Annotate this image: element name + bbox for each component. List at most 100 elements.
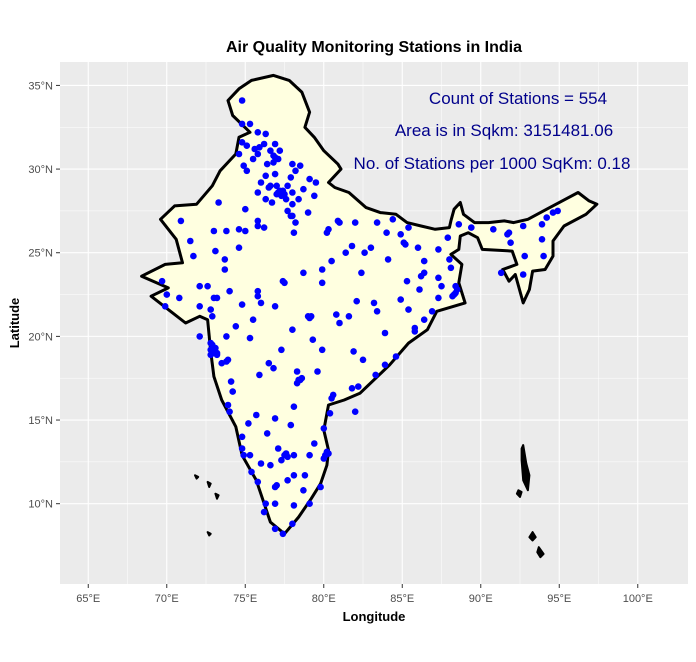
station-point bbox=[351, 408, 359, 416]
station-point bbox=[505, 229, 513, 236]
station-point bbox=[187, 237, 194, 245]
island-outline bbox=[520, 444, 531, 492]
station-point bbox=[271, 525, 279, 533]
station-point bbox=[246, 451, 254, 459]
station-point bbox=[278, 456, 285, 464]
station-point bbox=[284, 453, 291, 461]
station-point bbox=[290, 502, 298, 509]
station-point bbox=[213, 349, 221, 357]
station-point bbox=[257, 299, 265, 307]
station-point bbox=[279, 277, 287, 285]
station-point bbox=[296, 162, 304, 169]
station-point bbox=[435, 294, 442, 302]
station-point bbox=[300, 185, 307, 193]
station-point bbox=[251, 145, 258, 153]
station-point bbox=[292, 219, 299, 226]
station-point bbox=[221, 266, 229, 273]
station-point bbox=[204, 282, 211, 290]
station-point bbox=[267, 461, 274, 469]
station-point bbox=[254, 150, 262, 158]
station-point bbox=[227, 378, 235, 385]
station-point bbox=[276, 147, 284, 154]
station-point bbox=[254, 129, 262, 136]
station-point bbox=[260, 224, 268, 231]
x-tick-label: 70°E bbox=[155, 593, 179, 605]
station-point bbox=[348, 242, 356, 250]
station-point bbox=[221, 256, 229, 263]
station-point bbox=[367, 244, 375, 251]
station-point bbox=[446, 256, 453, 263]
station-point bbox=[538, 221, 546, 228]
x-tick-label: 75°E bbox=[233, 593, 257, 605]
station-point bbox=[300, 487, 307, 494]
station-point bbox=[350, 348, 357, 355]
station-point bbox=[248, 468, 255, 476]
station-point bbox=[345, 313, 353, 320]
station-point bbox=[249, 155, 257, 163]
station-point bbox=[262, 195, 270, 203]
station-point bbox=[306, 175, 313, 183]
station-point bbox=[207, 351, 214, 359]
station-point bbox=[351, 219, 359, 226]
station-point bbox=[254, 222, 262, 230]
station-point bbox=[243, 142, 251, 149]
station-point bbox=[416, 286, 423, 293]
station-point bbox=[246, 120, 254, 128]
station-point bbox=[361, 249, 368, 256]
station-point bbox=[240, 162, 247, 169]
annotation-density: No. of Stations per 1000 SqKm: 0.18 bbox=[354, 154, 631, 173]
station-point bbox=[411, 324, 419, 332]
station-point bbox=[289, 189, 296, 196]
station-point bbox=[438, 282, 445, 290]
station-point bbox=[307, 313, 315, 320]
station-point bbox=[428, 308, 436, 315]
station-point bbox=[273, 482, 281, 489]
station-point bbox=[271, 415, 279, 422]
station-point bbox=[290, 403, 298, 411]
station-point bbox=[273, 182, 281, 190]
station-point bbox=[355, 383, 362, 390]
station-point bbox=[290, 229, 298, 236]
station-point bbox=[284, 207, 291, 215]
station-point bbox=[289, 326, 296, 334]
station-points bbox=[158, 97, 561, 538]
x-tick-label: 80°E bbox=[312, 593, 336, 605]
station-point bbox=[348, 385, 356, 392]
station-point bbox=[373, 219, 381, 226]
station-point bbox=[449, 292, 456, 300]
y-tick-label: 25°N bbox=[28, 248, 53, 260]
station-point bbox=[226, 408, 233, 416]
station-point bbox=[270, 364, 277, 372]
x-tick-label: 90°E bbox=[469, 593, 493, 605]
annotation-area: Area is in Sqkm: 3151481.06 bbox=[395, 121, 613, 140]
station-point bbox=[435, 274, 442, 282]
station-point bbox=[381, 361, 389, 369]
station-point bbox=[210, 227, 218, 235]
station-point bbox=[262, 500, 270, 508]
station-point bbox=[314, 368, 321, 375]
x-tick-label: 85°E bbox=[390, 593, 414, 605]
station-point bbox=[224, 356, 232, 364]
station-point bbox=[242, 227, 249, 235]
station-point bbox=[289, 160, 296, 168]
station-point bbox=[373, 308, 381, 315]
station-point bbox=[300, 269, 307, 277]
station-point bbox=[271, 303, 279, 310]
station-point bbox=[238, 139, 246, 146]
station-point bbox=[317, 483, 324, 491]
station-point bbox=[279, 530, 287, 538]
station-point bbox=[212, 247, 219, 255]
station-point bbox=[271, 500, 279, 508]
station-point bbox=[554, 207, 561, 215]
station-point bbox=[403, 277, 411, 285]
station-point bbox=[271, 140, 279, 148]
island-outline bbox=[206, 480, 212, 488]
station-point bbox=[519, 271, 527, 278]
island-outline bbox=[528, 531, 537, 542]
station-point bbox=[306, 500, 313, 508]
station-point bbox=[328, 257, 335, 265]
island-outline bbox=[214, 492, 220, 500]
station-point bbox=[292, 167, 299, 175]
station-point bbox=[328, 395, 335, 402]
station-point bbox=[229, 388, 236, 395]
